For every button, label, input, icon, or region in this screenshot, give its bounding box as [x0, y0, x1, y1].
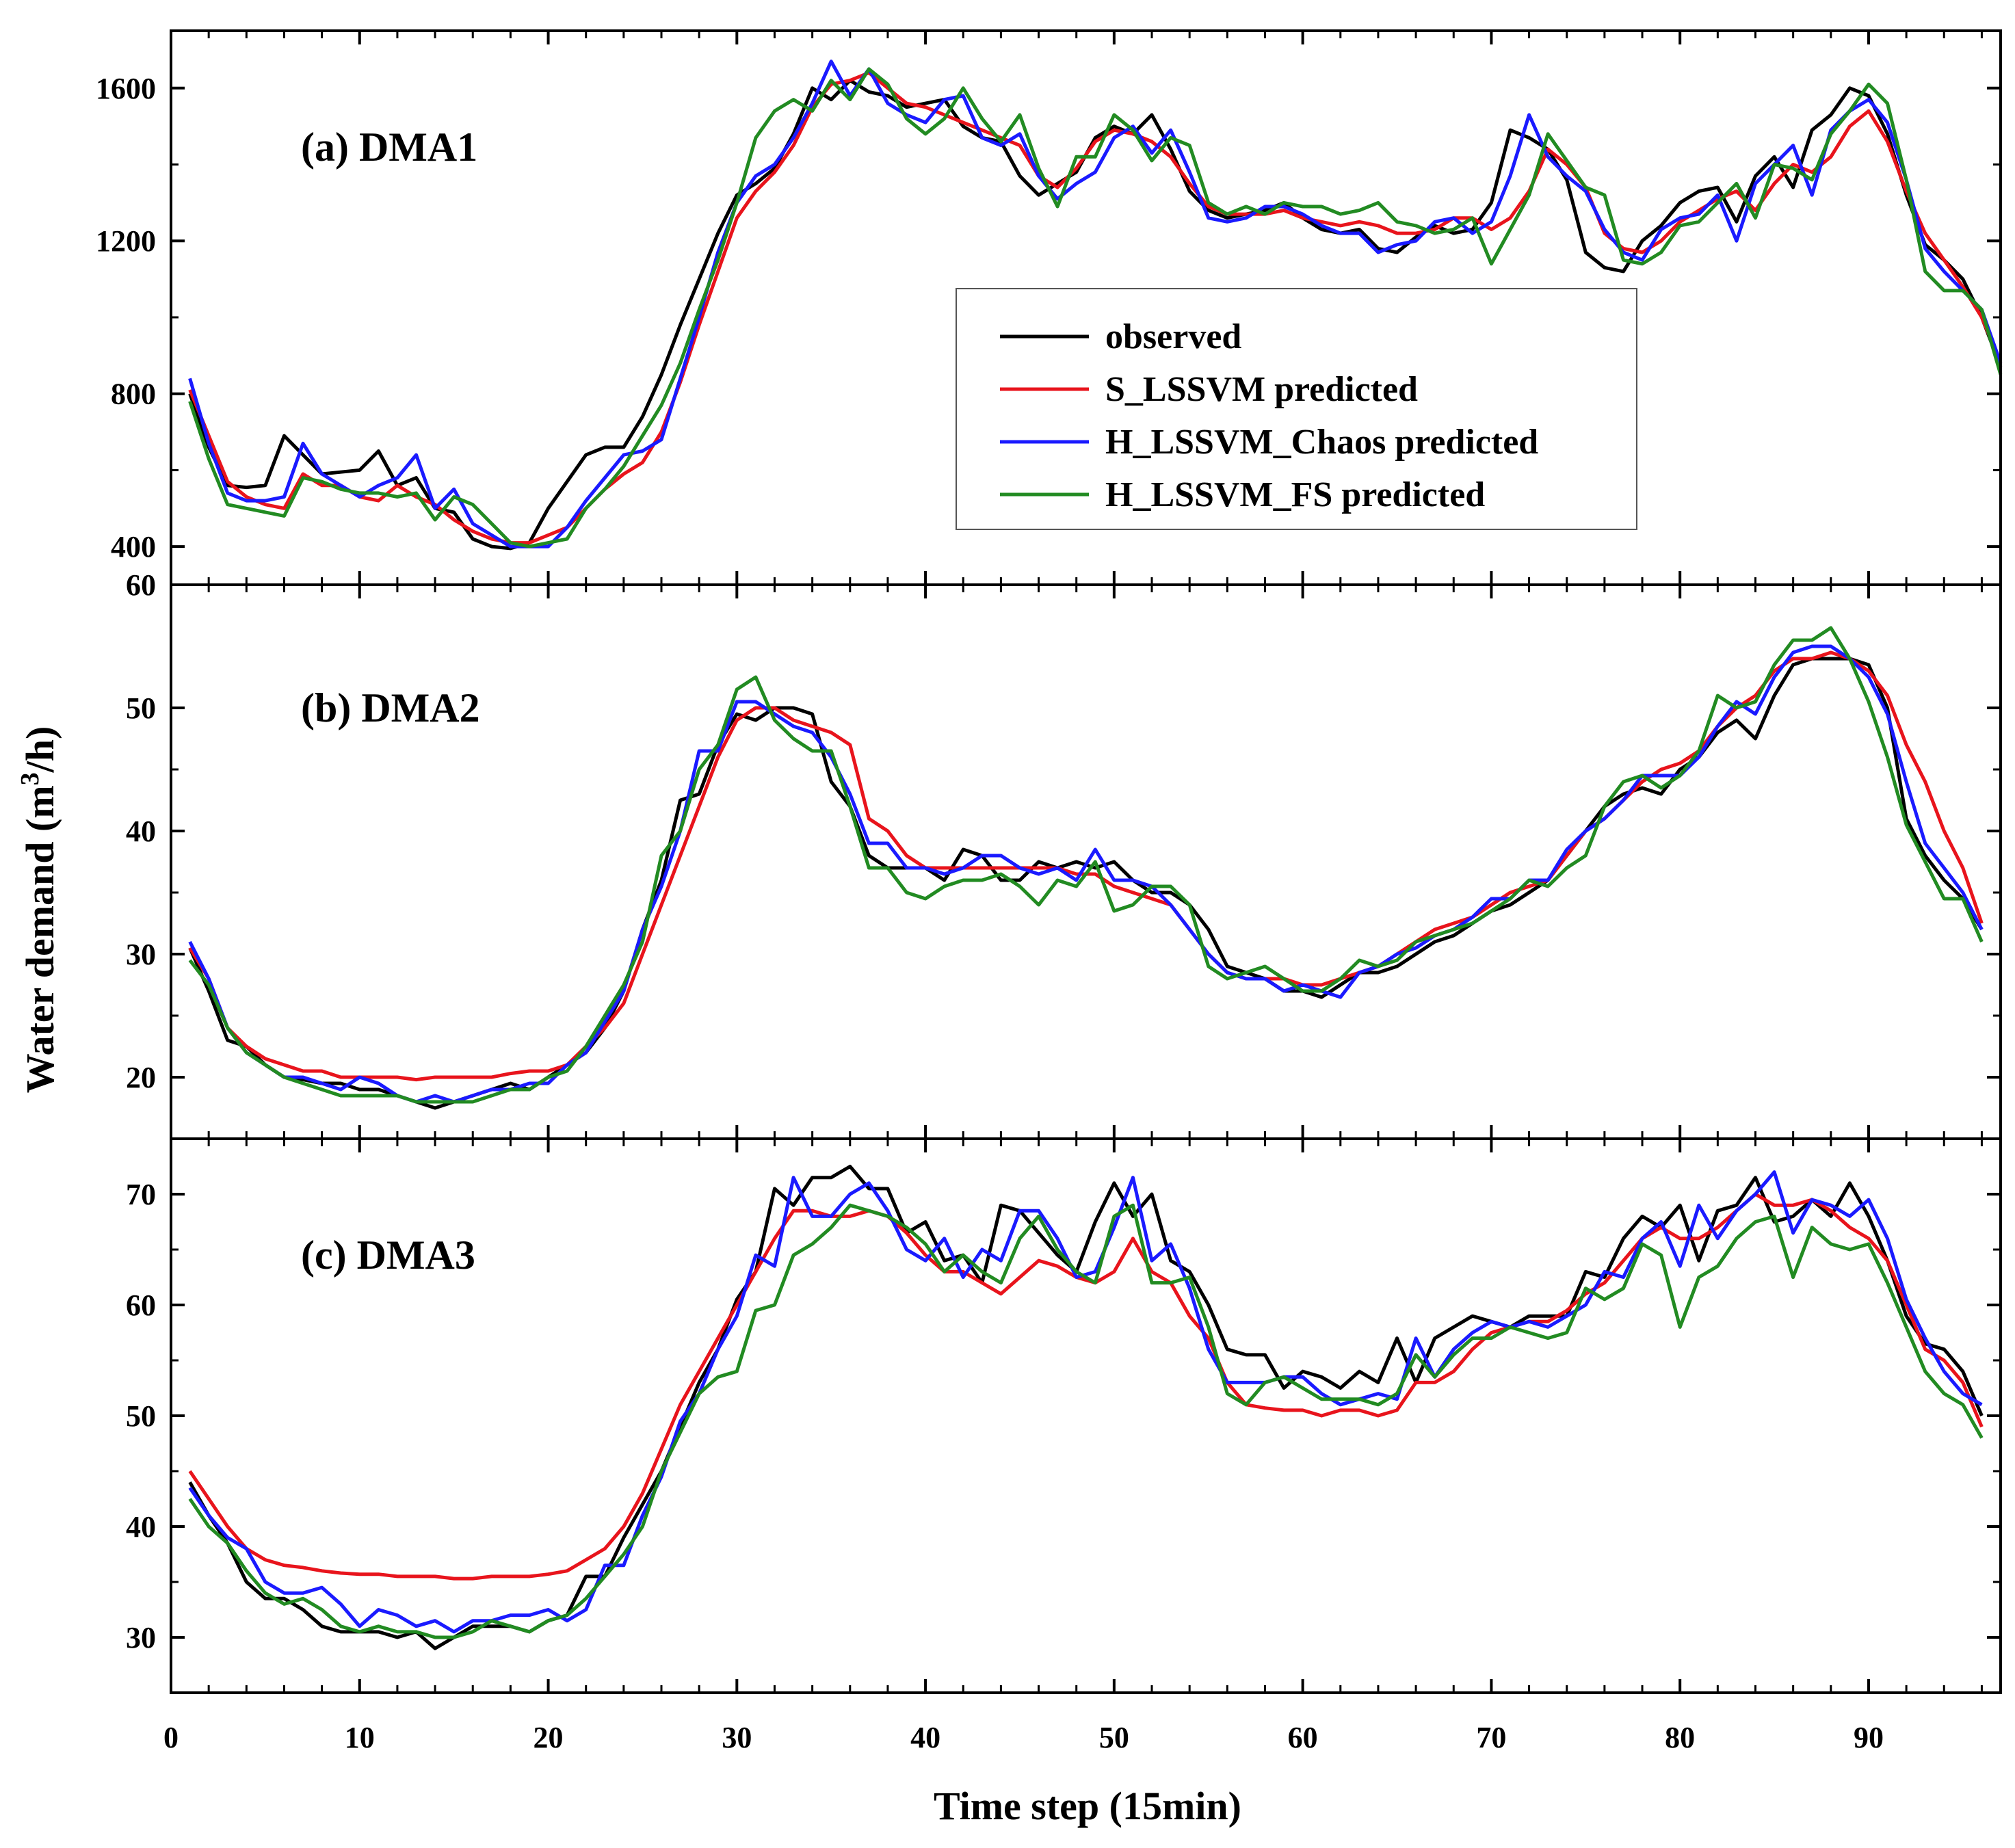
x-tick-label: 30: [722, 1721, 752, 1754]
x-tick-label: 20: [534, 1721, 564, 1754]
legend-label-h-lssvm-fs: H_LSSVM_FS predicted: [1105, 475, 1485, 514]
y-axis-title-main: Water demand (m: [18, 785, 62, 1093]
panel-2: 20 30 40 50 (b) DMA2: [126, 583, 2002, 1140]
x-tick-label: 70: [1476, 1721, 1506, 1754]
legend-entry-s-lssvm: S_LSSVM predicted: [1000, 370, 1418, 409]
panel-2-series-h-lssvm-fs-predicted: [188, 626, 1984, 1104]
x-tick-label: 90: [1854, 1721, 1884, 1754]
x-axis-title: Time step (15min): [934, 1784, 1241, 1828]
legend-label-observed: observed: [1105, 317, 1241, 356]
x-tick-label: 0: [163, 1721, 179, 1754]
y-tick-label: 1600: [96, 72, 156, 105]
panel-3-title: (c) DMA3: [301, 1232, 475, 1278]
y-tick-label: 40: [126, 815, 156, 848]
panel-1-series-observed: [188, 79, 2003, 551]
panel-1-series-s-lssvm-predicted: [188, 70, 2003, 545]
y-tick-label: 40: [126, 1510, 156, 1544]
panel-3-series-h-lssvm-fs-predicted: [188, 1203, 1984, 1639]
legend-label-s-lssvm: S_LSSVM predicted: [1105, 370, 1418, 409]
y-tick-label: 60: [126, 1289, 156, 1322]
x-tick-label: 50: [1099, 1721, 1129, 1754]
y-tick-label-boundary: 60: [126, 568, 156, 602]
y-tick-label: 1200: [96, 224, 156, 258]
panel-3-series-observed: [188, 1165, 1984, 1650]
y-tick-label: 50: [126, 691, 156, 725]
y-tick-label: 50: [126, 1399, 156, 1433]
y-axis-title-tail: /h): [18, 726, 62, 774]
y-tick-label: 30: [126, 1621, 156, 1654]
y-tick-label: 30: [126, 938, 156, 971]
panel-3: 30 40 50 60 70 (c) DMA3: [126, 1137, 2002, 1694]
panel-1-title: (a) DMA1: [301, 124, 477, 170]
legend-entry-observed: observed: [1000, 317, 1241, 356]
panel-3-series-s-lssvm-predicted: [188, 1192, 1984, 1581]
legend-label-h-lssvm-chaos: H_LSSVM_Chaos predicted: [1105, 423, 1538, 462]
x-tick-label: 10: [345, 1721, 375, 1754]
legend-entry-h-lssvm-fs: H_LSSVM_FS predicted: [1000, 475, 1485, 514]
y-axis-title-superscript: 3: [16, 772, 44, 785]
x-tick-label: 80: [1665, 1721, 1695, 1754]
legend-box: [956, 288, 1637, 530]
legend: observed S_LSSVM predicted H_LSSVM_Chaos…: [956, 288, 1637, 530]
y-tick-label: 800: [111, 378, 156, 411]
y-tick-label: 20: [126, 1061, 156, 1094]
y-tick-label: 70: [126, 1178, 156, 1211]
panel-2-title: (b) DMA2: [301, 685, 480, 730]
panel-1-series-h-lssvm-chaos-predicted: [188, 60, 2003, 549]
x-tick-label: 40: [910, 1721, 940, 1754]
x-tick-label: 60: [1288, 1721, 1318, 1754]
y-axis-title: Water demand (m3/h): [16, 726, 62, 1094]
legend-entry-h-lssvm-chaos: H_LSSVM_Chaos predicted: [1000, 423, 1538, 462]
panel-1-series-h-lssvm-fs-predicted: [188, 67, 2003, 549]
x-axis: 0 10 20 30 40 50 60 70 80 90: [163, 1721, 1884, 1754]
y-tick-label: 400: [111, 530, 156, 564]
